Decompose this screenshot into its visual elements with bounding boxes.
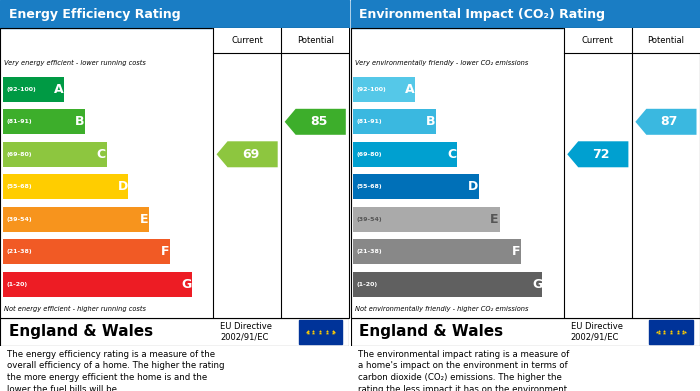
Polygon shape xyxy=(216,141,278,167)
Text: (55-68): (55-68) xyxy=(6,184,32,189)
Text: (1-20): (1-20) xyxy=(357,282,378,287)
Text: C: C xyxy=(97,148,106,161)
Bar xyxy=(564,28,700,53)
Text: A: A xyxy=(54,83,64,96)
Bar xyxy=(354,77,414,102)
Text: (69-80): (69-80) xyxy=(6,152,32,157)
Text: Very energy efficient - lower running costs: Very energy efficient - lower running co… xyxy=(4,60,146,66)
Polygon shape xyxy=(285,109,346,135)
Bar xyxy=(3,142,106,167)
Text: E: E xyxy=(491,213,499,226)
Bar xyxy=(354,174,479,199)
Text: EU Directive
2002/91/EC: EU Directive 2002/91/EC xyxy=(570,322,623,342)
Bar xyxy=(354,109,436,134)
Bar xyxy=(3,174,128,199)
Bar xyxy=(650,319,693,344)
Text: C: C xyxy=(447,148,456,161)
Text: (69-80): (69-80) xyxy=(357,152,382,157)
Text: 69: 69 xyxy=(241,148,259,161)
Text: 87: 87 xyxy=(661,115,678,128)
Bar xyxy=(354,207,500,231)
Text: B: B xyxy=(75,115,85,128)
Text: England & Wales: England & Wales xyxy=(8,325,153,339)
Bar xyxy=(3,272,192,297)
Text: G: G xyxy=(532,278,542,291)
Text: F: F xyxy=(512,245,520,258)
Bar xyxy=(3,239,171,264)
Text: Current: Current xyxy=(582,36,614,45)
Text: (39-54): (39-54) xyxy=(6,217,32,222)
Text: Not environmentally friendly - higher CO₂ emissions: Not environmentally friendly - higher CO… xyxy=(355,306,528,312)
Bar xyxy=(354,239,522,264)
Bar xyxy=(299,319,342,344)
Text: Energy Efficiency Rating: Energy Efficiency Rating xyxy=(8,7,181,21)
Text: 72: 72 xyxy=(592,148,610,161)
Text: Potential: Potential xyxy=(297,36,334,45)
Text: (39-54): (39-54) xyxy=(357,217,383,222)
Text: England & Wales: England & Wales xyxy=(359,325,503,339)
Bar xyxy=(213,28,349,53)
Text: (81-91): (81-91) xyxy=(357,119,383,124)
Text: (92-100): (92-100) xyxy=(6,87,36,92)
Bar xyxy=(354,142,457,167)
Text: D: D xyxy=(118,180,127,193)
Text: Environmental Impact (CO₂) Rating: Environmental Impact (CO₂) Rating xyxy=(359,7,606,21)
Bar xyxy=(3,207,149,231)
Text: E: E xyxy=(140,213,148,226)
Text: (92-100): (92-100) xyxy=(357,87,386,92)
Text: Not energy efficient - higher running costs: Not energy efficient - higher running co… xyxy=(4,306,146,312)
Bar xyxy=(3,77,64,102)
Text: F: F xyxy=(161,245,169,258)
Text: Potential: Potential xyxy=(648,36,685,45)
Text: A: A xyxy=(405,83,414,96)
Bar xyxy=(354,272,542,297)
Text: Very environmentally friendly - lower CO₂ emissions: Very environmentally friendly - lower CO… xyxy=(355,60,528,66)
Text: The energy efficiency rating is a measure of the
overall efficiency of a home. T: The energy efficiency rating is a measur… xyxy=(7,350,225,391)
Text: 85: 85 xyxy=(310,115,327,128)
Text: G: G xyxy=(181,278,192,291)
Text: (55-68): (55-68) xyxy=(357,184,383,189)
Text: (21-38): (21-38) xyxy=(6,249,32,254)
Text: B: B xyxy=(426,115,435,128)
Text: D: D xyxy=(468,180,478,193)
Bar xyxy=(3,109,85,134)
Text: Current: Current xyxy=(231,36,263,45)
Text: (1-20): (1-20) xyxy=(6,282,27,287)
Text: (81-91): (81-91) xyxy=(6,119,32,124)
Text: EU Directive
2002/91/EC: EU Directive 2002/91/EC xyxy=(220,322,272,342)
Text: (21-38): (21-38) xyxy=(357,249,383,254)
Polygon shape xyxy=(636,109,696,135)
Text: The environmental impact rating is a measure of
a home's impact on the environme: The environmental impact rating is a mea… xyxy=(358,350,569,391)
Polygon shape xyxy=(567,141,629,167)
